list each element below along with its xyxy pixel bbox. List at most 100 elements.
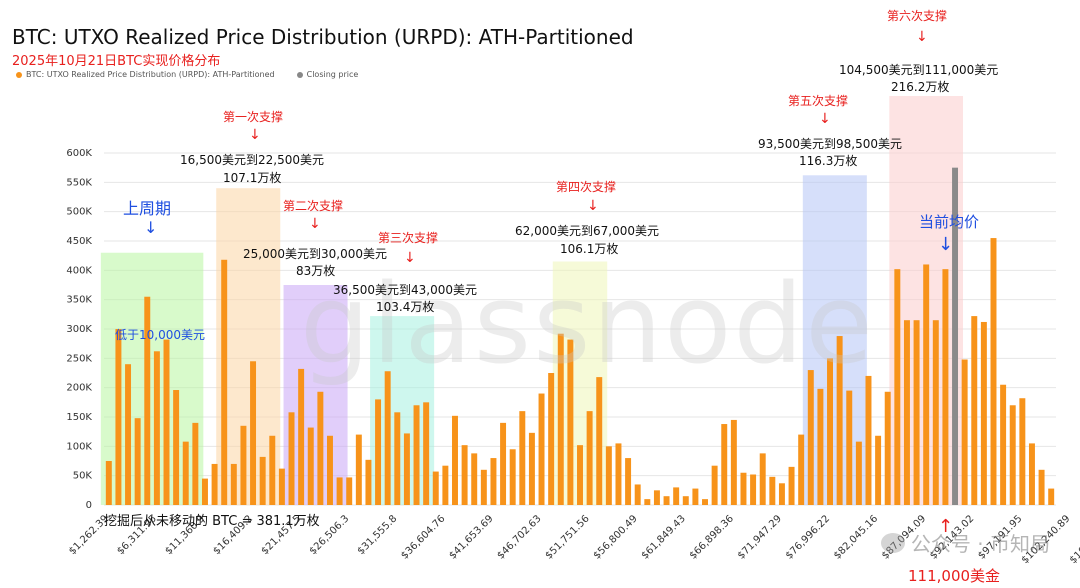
bar — [115, 329, 122, 505]
bar — [932, 320, 939, 505]
bar — [990, 238, 997, 506]
bar — [884, 391, 891, 505]
bar — [201, 478, 208, 505]
bar — [702, 499, 708, 505]
bar — [980, 321, 987, 505]
avg-price-arrow-icon: ↓ — [938, 234, 954, 255]
x-tick-label: $41,653.69 — [447, 513, 495, 561]
y-tick-label: 0 — [86, 500, 92, 511]
y-tick-label: 550K — [66, 177, 92, 188]
support-1-amount: 107.1万枚 — [223, 171, 282, 185]
bar — [423, 402, 430, 505]
bar — [605, 446, 612, 505]
x-tick-label: $46,702.63 — [495, 513, 543, 561]
support-3-label: 第三次支撑 — [378, 231, 439, 245]
chart-subtitle: 2025年10月21日BTC实现价格分布 — [12, 54, 221, 69]
bar — [865, 375, 872, 505]
bar — [1038, 469, 1045, 505]
x-tick-label: $76,996.22 — [784, 513, 832, 561]
support-1-arrow-icon: ↓ — [249, 127, 261, 143]
bar — [548, 373, 555, 505]
bar — [144, 296, 151, 505]
bar — [1019, 398, 1026, 505]
support-6-label: 第六次支撑 — [887, 9, 948, 23]
bar — [875, 435, 882, 505]
bar — [375, 399, 382, 505]
bar — [798, 434, 805, 505]
bar — [644, 499, 651, 505]
bar — [557, 333, 564, 505]
price-111k-label: 111,000美金 — [908, 567, 1001, 585]
support-1-range: 16,500美元到22,500美元 — [180, 153, 324, 167]
y-tick-label: 600K — [66, 148, 92, 159]
bar — [365, 459, 372, 505]
bar — [855, 441, 862, 505]
bar — [278, 468, 285, 505]
wechat-watermark-text: 公众号 · 币知局 — [910, 532, 1050, 556]
bar — [528, 432, 535, 505]
bar — [577, 445, 583, 505]
bar — [298, 368, 305, 505]
price-111k-arrow-icon: ↑ — [938, 516, 954, 537]
bar — [153, 351, 160, 505]
support-5-amount: 116.3万枚 — [799, 154, 858, 168]
support-2-label: 第二次支撑 — [283, 199, 344, 213]
bar — [615, 443, 622, 505]
y-tick-label: 450K — [66, 236, 92, 247]
bar — [942, 269, 949, 505]
y-tick-label: 250K — [66, 353, 92, 364]
bar — [567, 339, 574, 505]
bar — [586, 411, 593, 505]
bar — [519, 411, 526, 505]
chart-title: BTC: UTXO Realized Price Distribution (U… — [12, 25, 634, 49]
support-2-range: 25,000美元到30,000美元 — [243, 247, 387, 261]
bar — [394, 412, 401, 505]
bar — [653, 490, 660, 505]
bar — [846, 390, 853, 505]
x-tick-label: $36,604.76 — [399, 513, 447, 561]
legend-series-label[interactable]: BTC: UTXO Realized Price Distribution (U… — [26, 70, 275, 79]
x-tick-label: $71,947.29 — [736, 513, 784, 561]
y-tick-label: 150K — [66, 412, 92, 423]
y-tick-label: 300K — [66, 324, 92, 335]
y-tick-label: 500K — [66, 207, 92, 218]
legend-closing-label[interactable]: Closing price — [306, 70, 359, 79]
x-tick-label: $66,898.36 — [688, 513, 736, 561]
bar — [596, 377, 603, 505]
prev-cycle-label: 上周期 — [123, 199, 172, 218]
bar — [452, 415, 458, 505]
bar — [211, 463, 218, 505]
bar — [134, 418, 141, 505]
support-2-amount: 83万枚 — [296, 264, 336, 278]
x-tick-label: $51,751.56 — [543, 513, 591, 561]
bar — [788, 466, 795, 505]
bar — [750, 474, 757, 505]
x-tick-label: $56,800.49 — [592, 513, 640, 561]
bar — [778, 483, 785, 505]
bar — [961, 359, 968, 505]
x-tick-label: $61,849.43 — [640, 513, 688, 561]
unmoved-btc-label: 挖掘后从未移动的 BTC = 381.1万枚 — [104, 514, 320, 529]
support-4-amount: 106.1万枚 — [560, 242, 619, 256]
support-6-amount: 216.2万枚 — [891, 80, 950, 94]
y-tick-label: 50K — [73, 471, 93, 482]
bar — [923, 264, 930, 505]
bar — [971, 316, 978, 505]
bar — [740, 472, 747, 505]
bar — [817, 388, 824, 505]
closing-price-bar — [952, 167, 959, 505]
support-5-arrow-icon: ↓ — [819, 111, 831, 127]
bar — [827, 358, 834, 505]
glassnode-watermark: glassnode — [300, 260, 875, 388]
bar — [250, 361, 257, 505]
bar — [471, 453, 478, 505]
prev-cycle-arrow-icon: ↓ — [144, 218, 158, 237]
bar — [442, 465, 449, 505]
bar — [490, 458, 497, 505]
y-tick-label: 200K — [66, 383, 92, 394]
legend: BTC: UTXO Realized Price Distribution (U… — [16, 70, 358, 79]
bar — [240, 425, 247, 505]
bar — [326, 435, 333, 505]
support-4-label: 第四次支撑 — [556, 180, 617, 194]
